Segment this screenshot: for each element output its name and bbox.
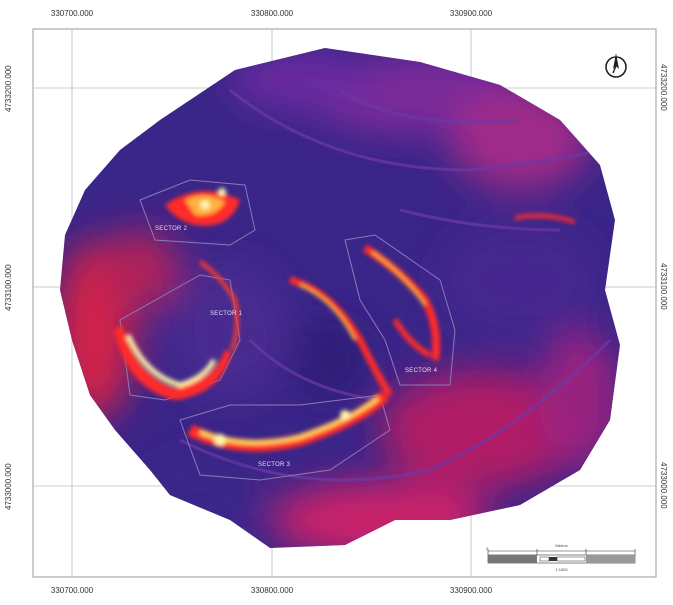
- sector-3-label: SECTOR 3: [258, 462, 291, 468]
- map-frame-border: [32, 28, 657, 578]
- scale-bar-unit: 1:1000: [555, 567, 568, 572]
- sector-outlines: [119, 179, 456, 481]
- sector-4-outline: [344, 234, 456, 386]
- coord-y-left-3: 4733000.000: [4, 463, 13, 510]
- scale-bar: Metros 0 1:1000: [484, 543, 639, 577]
- sector-4-label: SECTOR 4: [405, 368, 438, 374]
- coord-x-bottom-3: 330900.000: [449, 586, 493, 595]
- coord-x-top-3: 330900.000: [449, 9, 493, 18]
- scale-bar-title: Metros: [555, 543, 568, 548]
- survey-area: [60, 48, 620, 548]
- coord-y-right-1: 4733200.000: [659, 64, 668, 111]
- coord-x-top-2: 330800.000: [250, 9, 294, 18]
- coord-x-bottom-2: 330800.000: [250, 586, 294, 595]
- sector-2-label: SECTOR 2: [155, 226, 188, 232]
- coord-y-left-1: 4733200.000: [4, 65, 13, 112]
- north-arrow-icon: [603, 51, 629, 79]
- coord-y-right-2: 4733100.000: [659, 263, 668, 310]
- coord-y-right-3: 4733000.000: [659, 462, 668, 509]
- sector-1-label: SECTOR 1: [210, 311, 243, 317]
- scale-tick-0: 0: [486, 546, 489, 551]
- coord-x-bottom-1: 330700.000: [50, 586, 94, 595]
- sector-2-outline: [139, 179, 256, 246]
- coord-y-left-2: 4733100.000: [4, 264, 13, 311]
- hotspots: [114, 188, 576, 452]
- coord-x-top-1: 330700.000: [50, 9, 94, 18]
- sector-3-outline: [179, 394, 391, 481]
- sector-1-outline: [119, 274, 241, 401]
